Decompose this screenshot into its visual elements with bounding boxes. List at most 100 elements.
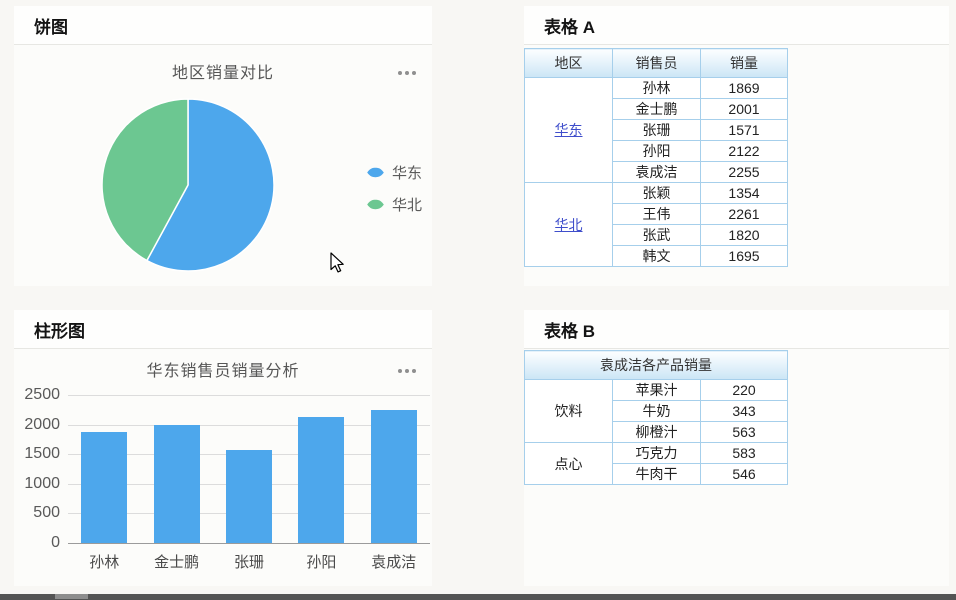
y-axis-tick-label: 500	[33, 504, 60, 522]
region-cell: 华东	[524, 77, 613, 183]
seller-cell: 孙林	[612, 77, 701, 99]
y-axis-tick-label: 0	[51, 534, 60, 551]
table-b-panel: 表格 B 袁成洁各产品销量 饮料 苹果汁 220 牛奶 343 柳橙汁 563 点心 巧克力 583…	[524, 310, 949, 586]
bar-panel-header: 柱形图	[14, 310, 432, 349]
sales-cell: 563	[700, 421, 788, 443]
category-cell: 点心	[524, 442, 613, 485]
x-axis-tick-label: 孙林	[89, 554, 120, 571]
seller-cell: 张珊	[612, 119, 701, 141]
sales-cell: 546	[700, 463, 788, 485]
region-link-华北[interactable]: 华北	[554, 216, 583, 233]
sales-cell: 2001	[700, 98, 788, 120]
table-row: 柳橙汁 563	[525, 421, 788, 443]
table-row: 华北 张颖 1354	[524, 182, 788, 267]
bar-金士鹏	[153, 424, 200, 543]
grid-line	[68, 424, 430, 426]
product-cell: 苹果汁	[612, 379, 701, 401]
sales-cell: 2261	[700, 203, 788, 225]
table-row: 金士鹏 2001	[525, 98, 788, 120]
seller-cell: 金士鹏	[612, 98, 701, 120]
x-axis-tick-label: 金士鹏	[154, 554, 200, 571]
column-header-地区: 地区	[524, 48, 613, 78]
table-b-title-row: 袁成洁各产品销量	[524, 350, 788, 380]
pie-chart-title: 地区销量对比	[171, 65, 274, 82]
table-row: 饮料 苹果汁 220	[524, 379, 788, 443]
product-cell: 牛肉干	[612, 463, 701, 485]
category-cell: 饮料	[524, 379, 613, 443]
x-axis-tick-label: 孙阳	[306, 554, 337, 571]
ellipsis-menu-icon[interactable]	[394, 67, 420, 79]
sales-cell: 220	[700, 379, 788, 401]
table-row: 张珊 1571	[525, 119, 788, 141]
sales-cell: 1869	[700, 77, 788, 99]
grid-line	[68, 395, 430, 396]
table-row: 袁成洁 2255	[525, 161, 788, 183]
sales-cell: 1354	[700, 182, 788, 204]
table-a-header-row: 地区 销售员 销量	[524, 48, 788, 78]
table-row: 华东 孙林 1869	[524, 77, 788, 183]
pie-chart-area: 地区销量对比 华东 华北	[14, 45, 432, 286]
legend-item-华东[interactable]: 华东	[366, 162, 422, 183]
pie-slice-华东	[146, 98, 275, 272]
sales-cell: 2122	[700, 140, 788, 162]
ellipsis-menu-icon[interactable]	[394, 365, 420, 377]
pie-slice-华北	[101, 98, 189, 262]
legend-label: 华东	[392, 165, 423, 182]
table-row: 牛肉干 546	[525, 463, 788, 485]
window-bottom-edge	[0, 594, 956, 600]
bar-袁成洁	[370, 409, 417, 543]
pie-panel-header: 饼图	[14, 6, 432, 45]
sales-cell: 1571	[700, 119, 788, 141]
bar-panel: 柱形图 华东销售员销量分析 0 500 1000 1500 2000 2500 孙林 金士鹏 张…	[14, 310, 432, 586]
column-header-销售员: 销售员	[612, 48, 701, 78]
table-b-title: 袁成洁各产品销量	[524, 350, 788, 380]
bar-chart-title: 华东销售员销量分析	[146, 363, 300, 380]
seller-cell: 张武	[612, 224, 701, 246]
legend-label: 华北	[392, 197, 423, 214]
table-row: 点心 巧克力 583	[524, 442, 788, 485]
region-link-华东[interactable]: 华东	[554, 122, 583, 138]
pie-panel: 饼图 地区销量对比 华东 华北	[14, 6, 432, 286]
pie-chart	[101, 98, 275, 272]
sales-cell: 1820	[700, 224, 788, 246]
sales-cell: 583	[700, 442, 788, 464]
product-cell: 柳橙汁	[612, 421, 701, 443]
table-b-panel-title: 表格 B	[544, 321, 595, 341]
table-a-panel-title: 表格 A	[544, 17, 595, 37]
seller-cell: 韩文	[612, 245, 701, 267]
product-cell: 牛奶	[612, 400, 701, 422]
sales-cell: 343	[700, 400, 788, 422]
pie-legend: 华东 华北	[366, 162, 422, 215]
table-a-panel-header: 表格 A	[524, 6, 949, 45]
bar-孙林	[81, 432, 128, 543]
mouse-cursor	[330, 252, 344, 273]
bar-chart-area: 华东销售员销量分析 0 500 1000 1500 2000 2500 孙林 金士鹏 张珊 孙阳 袁…	[14, 349, 432, 586]
table-b: 袁成洁各产品销量 饮料 苹果汁 220 牛奶 343 柳橙汁 563 点心 巧克力 583 牛肉干 54…	[524, 350, 788, 485]
y-axis-tick-label: 2500	[24, 386, 60, 403]
legend-marker-icon	[367, 167, 384, 178]
x-axis-tick-label: 张珊	[233, 554, 264, 571]
table-row: 孙阳 2122	[525, 140, 788, 162]
product-cell: 巧克力	[612, 442, 701, 464]
y-axis-tick-label: 1500	[24, 445, 60, 463]
region-cell: 华北	[524, 182, 613, 267]
table-row: 牛奶 343	[525, 400, 788, 422]
table-a-panel: 表格 A 地区 销售员 销量华东 孙林 1869 金士鹏 2001 张珊 1571 孙阳 2122 袁…	[524, 6, 949, 286]
seller-cell: 张颖	[612, 182, 701, 204]
table-a: 地区 销售员 销量华东 孙林 1869 金士鹏 2001 张珊 1571 孙阳 2122 袁成洁 225…	[524, 48, 788, 267]
bar-张珊	[226, 449, 272, 543]
y-axis-tick-label: 2000	[24, 415, 60, 433]
column-header-销量: 销量	[700, 48, 788, 78]
bar-panel-title: 柱形图	[34, 321, 85, 341]
y-axis-tick-label: 1000	[24, 474, 60, 492]
table-row: 韩文 1695	[525, 245, 788, 267]
table-b-panel-header: 表格 B	[524, 310, 949, 349]
sales-cell: 2255	[700, 161, 788, 183]
pie-panel-title: 饼图	[34, 17, 68, 37]
legend-item-华北[interactable]: 华北	[366, 194, 422, 215]
seller-cell: 孙阳	[612, 140, 701, 162]
sales-cell: 1695	[700, 245, 788, 267]
seller-cell: 袁成洁	[612, 161, 701, 183]
x-axis-tick-label: 袁成洁	[371, 554, 417, 571]
